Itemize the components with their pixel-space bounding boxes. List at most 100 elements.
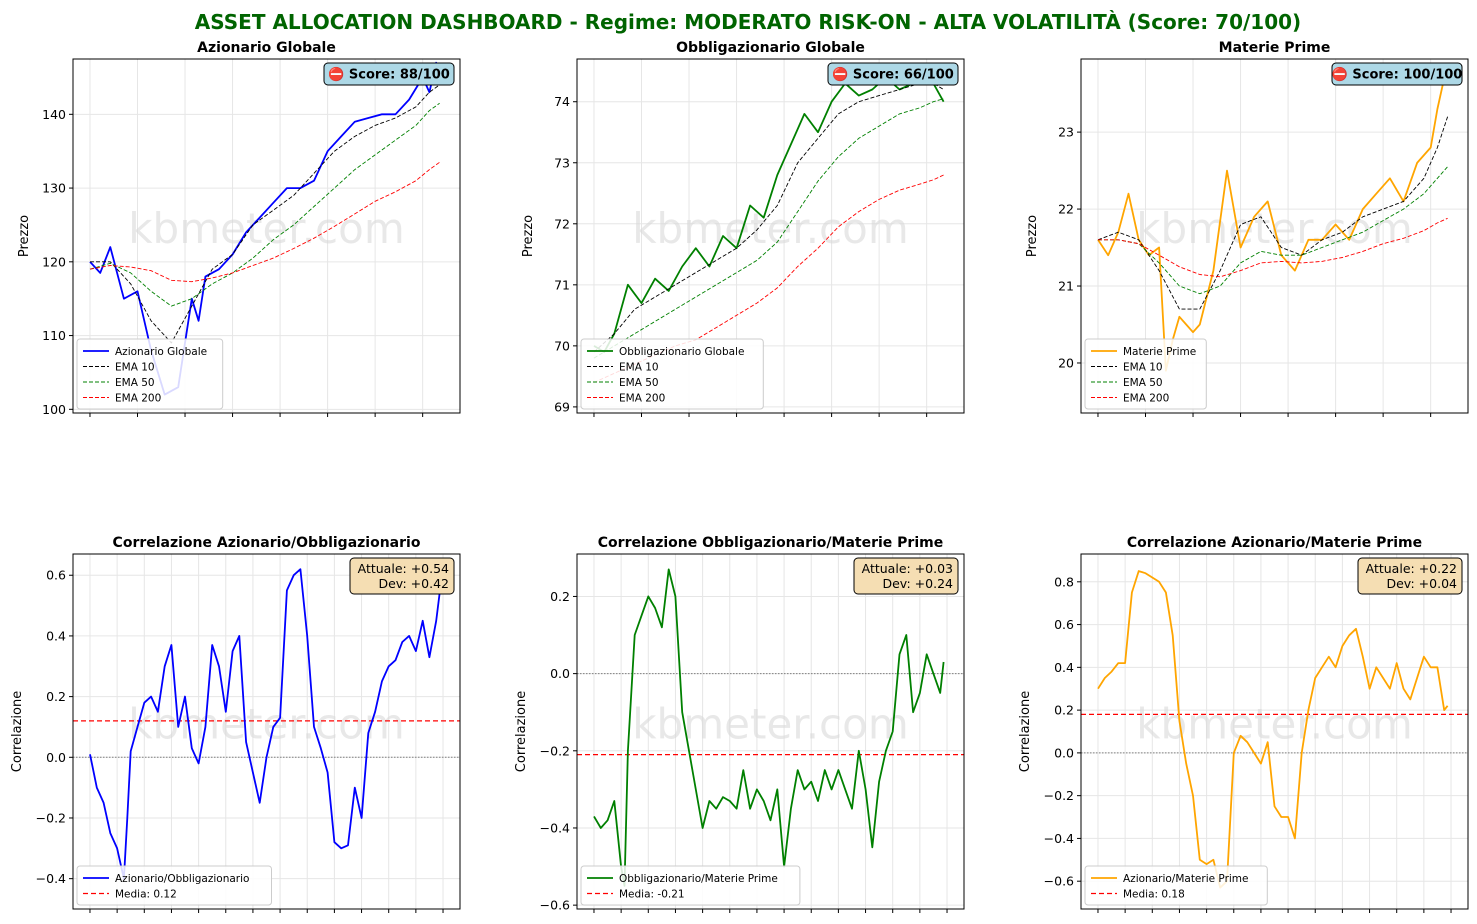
y-axis-label: Correlazione: [1018, 691, 1033, 772]
correlation-info-line: Attuale: +0.54: [358, 561, 449, 576]
y-tick-label: 0.0: [46, 750, 66, 765]
legend-label: EMA 50: [1123, 377, 1163, 389]
chart-panels: 100 110 120 130 140 kbmeter.com Azionario Glob…: [10, 40, 1469, 913]
legend-label: Azionario/Materie Prime: [1123, 873, 1249, 885]
chart-title: Azionario Globale: [197, 40, 336, 56]
series-line-2: [593, 82, 944, 353]
y-tick-label: 23: [1058, 125, 1074, 140]
y-axis-label: Correlazione: [514, 691, 529, 772]
plot-frame: [1080, 58, 1469, 414]
y-tick-label: 73: [554, 155, 570, 170]
y-tick-label: −0.6: [1044, 874, 1074, 889]
y-tick-label: −0.2: [540, 743, 570, 758]
y-tick-label: 0.8: [1054, 574, 1074, 589]
series-line-4: [1098, 217, 1448, 278]
series-line-4: [89, 161, 440, 283]
y-tick-label: 120: [42, 254, 66, 269]
correlation-info-line: Dev: +0.24: [882, 576, 953, 591]
series-line-3: [89, 102, 440, 307]
y-tick-label: 72: [554, 216, 570, 231]
watermark-text: kbmeter.com: [632, 204, 909, 253]
y-axis-label: Prezzo: [17, 215, 32, 257]
y-tick-label: 21: [1058, 279, 1074, 294]
legend-box: [1084, 865, 1268, 906]
y-axis-label: Correlazione: [10, 691, 25, 772]
y-tick-label: 0.0: [1054, 745, 1074, 760]
plot-frame: [72, 58, 461, 414]
y-tick-label: 0.0: [550, 666, 570, 681]
chart-title: Correlazione Azionario/Materie Prime: [1127, 535, 1422, 551]
series-line-1: [89, 568, 441, 880]
correlation-info-line: Dev: +0.42: [378, 576, 449, 591]
chart-panel-1: 100 110 120 130 140 kbmeter.com Azionario Glob…: [17, 40, 461, 417]
series-line-2: [1097, 116, 1449, 310]
dashboard-title: ASSET ALLOCATION DASHBOARD - Regime: MOD…: [195, 10, 1301, 34]
plot-frame: [576, 553, 965, 910]
y-tick-label: 0.6: [46, 568, 66, 583]
legend-box: [580, 338, 764, 410]
legend-label: EMA 10: [1123, 362, 1163, 374]
legend-box: [76, 865, 272, 906]
legend-label: Azionario/Obbligazionario: [115, 873, 249, 885]
legend-label: Media: -0.21: [619, 889, 685, 901]
y-tick-label: 70: [554, 338, 570, 353]
legend-label: EMA 10: [115, 362, 155, 374]
series-line-1: [1097, 570, 1449, 889]
y-tick-label: 74: [554, 94, 570, 109]
y-tick-label: 140: [42, 107, 66, 122]
series-line-1: [593, 568, 945, 887]
plot-frame: [1080, 553, 1469, 910]
watermark-text: kbmeter.com: [128, 700, 405, 749]
y-axis-label: Prezzo: [521, 215, 536, 257]
correlation-info-line: Dev: +0.04: [1386, 576, 1457, 591]
series-line-1: [1097, 62, 1449, 372]
y-tick-label: 71: [554, 277, 570, 292]
y-tick-label: 69: [554, 399, 570, 414]
watermark-text: kbmeter.com: [128, 204, 405, 253]
y-tick-label: −0.2: [36, 810, 66, 825]
series-line-3: [593, 98, 944, 359]
chart-panel-4: −0.4 −0.2 0.0 0.2 0.4 0.6 kbmeter.com Correlazi…: [10, 535, 461, 913]
score-box: [323, 62, 455, 86]
y-tick-label: −0.4: [540, 820, 570, 835]
y-tick-label: 0.2: [550, 589, 570, 604]
y-tick-label: 0.2: [46, 689, 66, 704]
y-tick-label: 0.6: [1054, 617, 1074, 632]
correlation-info-box: [853, 557, 959, 595]
series-line-2: [90, 84, 440, 344]
legend-box: [76, 338, 224, 410]
chart-title: Obbligazionario Globale: [676, 40, 865, 56]
y-tick-label: 0.4: [1054, 660, 1074, 675]
legend-label: Azionario Globale: [115, 346, 207, 358]
score-box: [1331, 62, 1463, 86]
plot-frame: [72, 553, 461, 910]
y-tick-label: 130: [42, 181, 66, 196]
y-tick-label: 100: [42, 402, 66, 417]
y-tick-label: −0.4: [36, 871, 66, 886]
y-axis-label: Prezzo: [1025, 215, 1040, 257]
y-tick-label: 0.4: [46, 628, 66, 643]
correlation-info-box: [1357, 557, 1463, 595]
legend-label: Media: 0.18: [1123, 889, 1185, 901]
correlation-info-box: [349, 557, 455, 595]
y-tick-label: 110: [42, 328, 66, 343]
legend-box: [580, 865, 801, 906]
legend-label: EMA 50: [619, 377, 659, 389]
legend-label: Obbligazionario/Materie Prime: [619, 873, 778, 885]
y-tick-label: −0.4: [1044, 831, 1074, 846]
score-text: ⛔ Score: 66/100: [832, 67, 954, 83]
y-tick-label: −0.2: [1044, 788, 1074, 803]
score-text: ⛔ Score: 100/100: [1332, 67, 1463, 83]
legend-label: EMA 200: [619, 393, 665, 405]
chart-title: Correlazione Obbligazionario/Materie Pri…: [598, 535, 943, 551]
legend-box: [1084, 338, 1207, 410]
y-tick-label: 22: [1058, 202, 1074, 217]
legend-label: EMA 10: [619, 362, 659, 374]
chart-panel-2: 69 70 71 72 73 74 kbmeter.com Obbligazionario G…: [521, 40, 965, 417]
correlation-info-line: Attuale: +0.22: [1366, 561, 1457, 576]
chart-panel-5: −0.6 −0.4 −0.2 0.0 0.2 kbmeter.com Correlazion…: [514, 535, 965, 913]
legend-label: EMA 50: [115, 377, 155, 389]
